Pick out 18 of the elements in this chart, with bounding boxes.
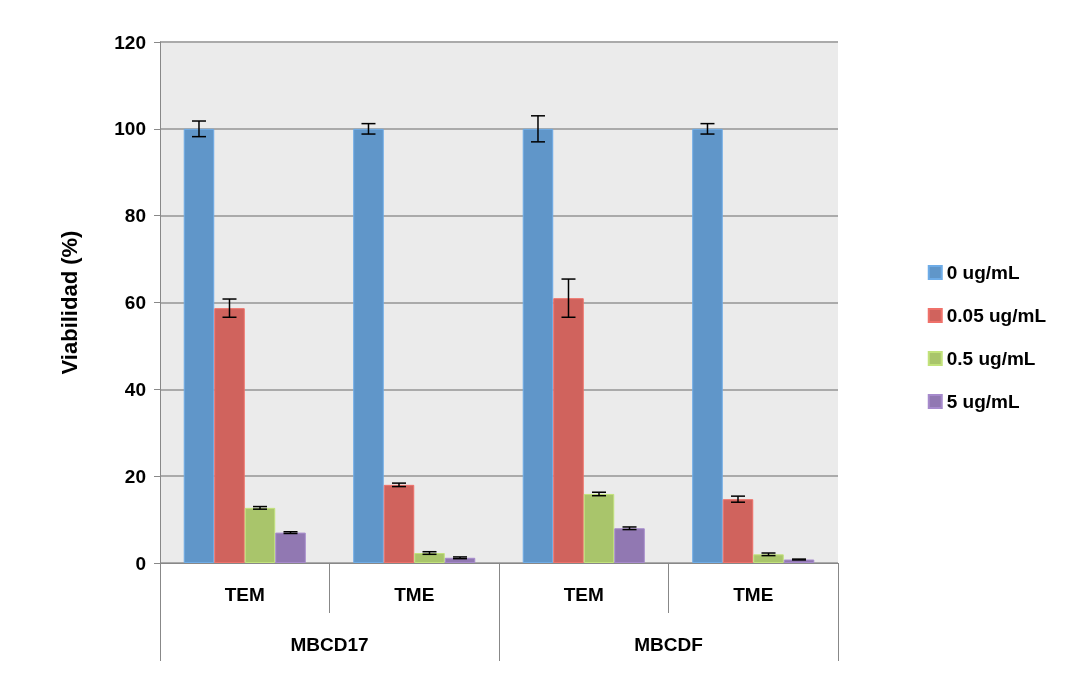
y-tick-label: 100 [114, 118, 146, 140]
y-tick-label: 20 [124, 465, 146, 487]
legend-label: 0.05 ug/mL [946, 305, 1047, 326]
x-tick-label: TEM [224, 584, 265, 605]
text: MBCDF [634, 634, 703, 655]
y-axis-title: Viabilidad (%) [56, 230, 82, 375]
legend-label: 0 ug/mL [946, 262, 1020, 283]
x-tick-label: TEM [563, 584, 604, 605]
y-tick-label: 40 [124, 378, 146, 400]
legend-label: 0.5 ug/mL [946, 348, 1036, 369]
y-tick-label: 120 [114, 31, 146, 53]
x-tick-label: TME [394, 584, 435, 605]
legend-label: 5 ug/mL [946, 391, 1020, 412]
y-tick-label: 0 [135, 552, 146, 574]
x-tick-label: TME [733, 584, 774, 605]
y-tick-label: 80 [124, 205, 146, 227]
text: MBCD17 [290, 634, 369, 655]
y-tick-label: 60 [124, 292, 146, 313]
